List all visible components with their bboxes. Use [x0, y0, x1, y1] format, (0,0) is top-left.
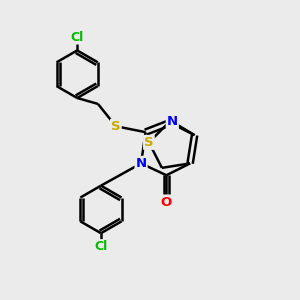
Text: S: S	[111, 120, 121, 133]
Text: S: S	[144, 136, 154, 149]
Text: N: N	[167, 115, 178, 128]
Text: Cl: Cl	[70, 31, 84, 44]
Text: N: N	[136, 157, 147, 170]
Text: O: O	[161, 196, 172, 208]
Text: Cl: Cl	[94, 240, 108, 253]
